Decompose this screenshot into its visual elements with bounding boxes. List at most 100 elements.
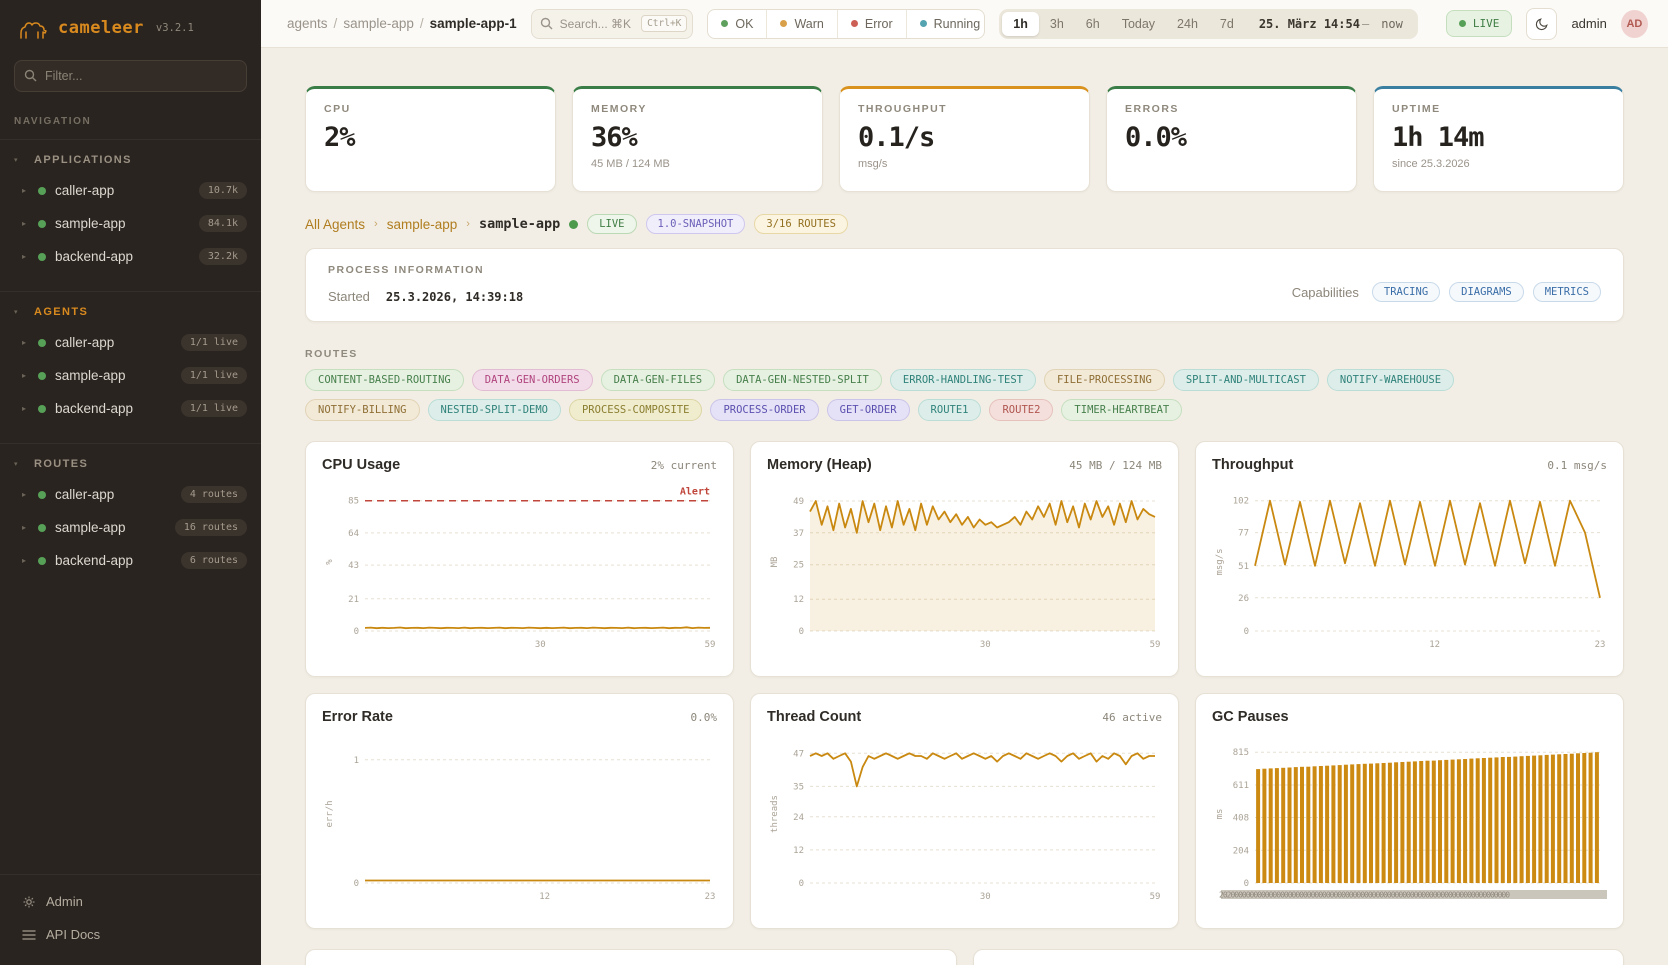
route-badge[interactable]: NESTED-SPLIT-DEMO <box>427 399 561 421</box>
live-indicator[interactable]: LIVE <box>1445 10 1513 37</box>
range-today-button[interactable]: Today <box>1121 16 1156 31</box>
chevron-right-icon: ▸ <box>22 338 27 347</box>
search-shortcut-kbd: Ctrl+K <box>641 14 688 32</box>
range-24h-button[interactable]: 24h <box>1177 16 1198 31</box>
api-docs-link[interactable]: API Docs <box>0 918 261 951</box>
status-dot <box>38 404 46 413</box>
filter-input[interactable] <box>14 60 247 92</box>
stat-card-errors: ERRORS 0.0% <box>1106 86 1357 192</box>
svg-text:30: 30 <box>980 892 991 902</box>
avatar[interactable]: AD <box>1620 9 1648 38</box>
route-badge[interactable]: ROUTE1 <box>917 399 982 421</box>
app-version: v3.2.1 <box>155 22 194 34</box>
agent-breadcrumb-row: All Agents › sample-app › sample-app LIV… <box>305 214 1624 234</box>
svg-text:25: 25 <box>793 561 804 571</box>
sidebar-routes-backend-app[interactable]: ▸ backend-app 6 routes <box>0 544 261 577</box>
date-separator: – <box>1361 16 1370 31</box>
stat-card-memory: MEMORY 36% 45 MB / 124 MB <box>572 86 823 192</box>
capabilities-label: Capabilities <box>1291 284 1359 300</box>
breadcrumb-separator: / <box>419 16 424 31</box>
route-badge[interactable]: ROUTE2 <box>989 399 1054 421</box>
status-dot <box>38 523 46 532</box>
svg-text:msg/s: msg/s <box>1215 548 1225 575</box>
sample-app-link[interactable]: sample-app <box>386 216 458 232</box>
sidebar-agent-backend-app[interactable]: ▸ backend-app 1/1 live <box>0 392 261 425</box>
chart-card-gc-pauses: GC Pauses 815 611 408 204 0 ms 202000000000000… <box>1195 693 1624 929</box>
route-badge[interactable]: NOTIFY-BILLING <box>305 399 420 421</box>
chevron-right-icon: ▸ <box>22 252 27 261</box>
item-count-badge: 84.1k <box>198 215 247 232</box>
route-badge[interactable]: SPLIT-AND-MULTICAST <box>1172 369 1319 391</box>
breadcrumb-sample-app[interactable]: sample-app <box>343 16 414 31</box>
route-badge[interactable]: CONTENT-BASED-ROUTING <box>305 369 464 391</box>
chart-title: Memory (Heap) <box>767 457 872 473</box>
status-dot <box>38 371 46 380</box>
svg-text:611: 611 <box>1233 781 1249 791</box>
sidebar-item-backend-app[interactable]: ▸ backend-app 32.2k <box>0 240 261 273</box>
chart-current-value: 0.0% <box>690 711 718 724</box>
svg-text:26: 26 <box>1238 594 1249 604</box>
item-label: sample-app <box>55 368 126 383</box>
sidebar-agent-sample-app[interactable]: ▸ sample-app 1/1 live <box>0 359 261 392</box>
filter-warn[interactable]: Warn <box>766 9 836 38</box>
chevron-right-icon: ▸ <box>22 371 27 380</box>
route-badge[interactable]: DATA-GEN-FILES <box>600 369 716 391</box>
sidebar: cameleer v3.2.1 NAVIGATION ▾ APPLICATION… <box>0 0 261 965</box>
range-7d-button[interactable]: 7d <box>1219 16 1234 31</box>
sidebar-group-agents: ▾ AGENTS ▸ caller-app 1/1 live ▸ sample-… <box>0 291 261 435</box>
sidebar-agent-caller-app[interactable]: ▸ caller-app 1/1 live <box>0 326 261 359</box>
filter-error[interactable]: Error <box>836 9 906 38</box>
stat-value: 36% <box>591 122 638 153</box>
group-header[interactable]: ▾ APPLICATIONS <box>0 150 261 174</box>
sidebar-routes-caller-app[interactable]: ▸ caller-app 4 routes <box>0 478 261 511</box>
svg-text:0: 0 <box>1244 627 1249 637</box>
range-1h-button[interactable]: 1h <box>1002 11 1039 36</box>
route-badge[interactable]: GET-ORDER <box>826 399 910 421</box>
sidebar-item-caller-app[interactable]: ▸ caller-app 10.7k <box>0 174 261 207</box>
svg-text:815: 815 <box>1233 748 1249 758</box>
user-name: admin <box>1571 16 1607 31</box>
route-badge[interactable]: ERROR-HANDLING-TEST <box>889 369 1036 391</box>
chevron-down-icon: ▾ <box>14 309 18 316</box>
sidebar-routes-sample-app[interactable]: ▸ sample-app 16 routes <box>0 511 261 544</box>
theme-toggle-button[interactable] <box>1526 7 1558 40</box>
list-lines-icon <box>22 929 36 940</box>
svg-text:202000000000000000000000000000: 2020000000000000000000000000000000000000… <box>1219 891 1510 900</box>
chart-card-memory-heap: Memory (Heap) 45 MB / 124 MB 49 37 25 12 0 30 5… <box>750 441 1179 677</box>
chevron-right-icon: ▸ <box>22 404 27 413</box>
stat-sub: since 25.3.2026 <box>1392 158 1470 170</box>
agent-live-dot <box>569 219 579 229</box>
warn-status-dot <box>780 20 788 27</box>
admin-link[interactable]: Admin <box>0 885 261 918</box>
global-search: Ctrl+K <box>530 8 694 39</box>
range-6h-button[interactable]: 6h <box>1085 16 1100 31</box>
caret-separator: › <box>374 218 378 230</box>
range-3h-button[interactable]: 3h <box>1049 16 1064 31</box>
breadcrumb-current: sample-app-1 <box>429 16 517 31</box>
sidebar-group-routes: ▾ ROUTES ▸ caller-app 4 routes ▸ sample-… <box>0 443 261 587</box>
svg-text:59: 59 <box>705 640 716 650</box>
group-header[interactable]: ▾ AGENTS <box>0 302 261 326</box>
svg-text:47: 47 <box>793 749 804 759</box>
route-badge[interactable]: NOTIFY-WAREHOUSE <box>1326 369 1455 391</box>
route-badge[interactable]: PROCESS-COMPOSITE <box>568 399 703 421</box>
search-icon <box>540 17 553 29</box>
logo-row[interactable]: cameleer v3.2.1 <box>0 0 261 52</box>
live-badge: LIVE <box>587 214 637 234</box>
stat-sub: 45 MB / 124 MB <box>591 158 670 170</box>
route-badge[interactable]: PROCESS-ORDER <box>710 399 819 421</box>
sidebar-item-sample-app[interactable]: ▸ sample-app 84.1k <box>0 207 261 240</box>
route-badge[interactable]: FILE-PROCESSING <box>1043 369 1165 391</box>
route-badge[interactable]: DATA-GEN-NESTED-SPLIT <box>723 369 882 391</box>
all-agents-link[interactable]: All Agents <box>305 216 366 232</box>
breadcrumb-agents[interactable]: agents <box>287 16 328 31</box>
gc-pauses-chart: 815 611 408 204 0 ms 2020000000000000000000000… <box>1215 748 1607 900</box>
filter-running[interactable]: Running <box>905 9 985 38</box>
camel-logo-icon <box>20 22 47 39</box>
route-badge[interactable]: TIMER-HEARTBEAT <box>1061 399 1183 421</box>
group-header[interactable]: ▾ ROUTES <box>0 454 261 478</box>
filter-ok[interactable]: OK <box>708 10 766 38</box>
svg-text:21: 21 <box>348 595 359 605</box>
route-badge[interactable]: DATA-GEN-ORDERS <box>471 369 593 391</box>
svg-text:35: 35 <box>793 782 804 792</box>
